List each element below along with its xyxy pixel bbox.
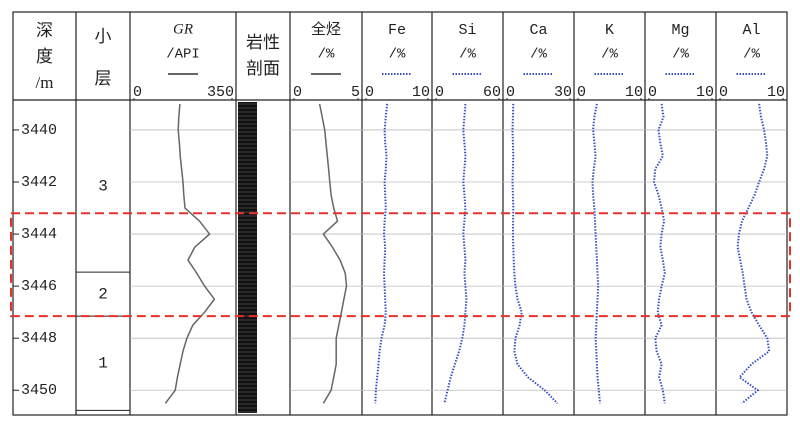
zone-label: 2 [98, 285, 108, 303]
curve-unit: /% [743, 47, 760, 63]
x-tick-label: 350 [207, 84, 234, 101]
y-tick-label: 3448 [21, 330, 57, 347]
header-label: 岩性 [246, 33, 280, 52]
x-tick-label: 10 [412, 84, 430, 101]
curve-name: Ca [529, 22, 547, 39]
log-curve [374, 103, 389, 404]
y-tick-label: 3442 [21, 174, 57, 191]
header-label: /m [36, 73, 54, 92]
y-tick-label: 3440 [21, 122, 57, 139]
header-label: 小 [95, 27, 112, 46]
x-tick-label: 0 [577, 84, 586, 101]
curve-unit: /% [672, 47, 689, 63]
y-tick-label: 3446 [21, 278, 57, 295]
header-label: 层 [95, 69, 112, 88]
header-label: 度 [36, 47, 53, 66]
x-tick-label: 0 [293, 84, 302, 101]
zone-label: 3 [98, 177, 108, 195]
x-tick-label: 60 [483, 84, 501, 101]
x-tick-label: 0 [365, 84, 374, 101]
x-tick-label: 0 [133, 84, 142, 101]
x-tick-label: 5 [351, 84, 360, 101]
x-tick-label: 0 [506, 84, 515, 101]
x-tick-label: 10 [625, 84, 643, 101]
log-curve [591, 103, 601, 404]
curve-unit: /% [459, 47, 476, 63]
curve-name: Si [458, 22, 476, 39]
curve-unit: /% [318, 47, 335, 63]
curve-name: GR [173, 21, 193, 37]
curve-name: 全烃 [311, 20, 341, 39]
curve-name: K [605, 22, 614, 39]
curve-name: Fe [388, 22, 406, 39]
x-tick-label: 0 [648, 84, 657, 101]
x-tick-label: 10 [767, 84, 785, 101]
header-label: 深 [36, 21, 53, 40]
log-curve [511, 103, 559, 404]
curve-name: Mg [671, 22, 689, 39]
x-tick-label: 30 [554, 84, 572, 101]
log-curve [443, 103, 468, 404]
log-curve [736, 103, 771, 405]
lithology-bar [238, 102, 257, 413]
log-curve [652, 103, 666, 404]
x-tick-label: 0 [719, 84, 728, 101]
log-curve [318, 103, 348, 404]
curve-unit: /% [601, 47, 618, 63]
log-curve [164, 103, 216, 404]
x-tick-label: 0 [435, 84, 444, 101]
curve-unit: /API [166, 47, 200, 63]
curve-unit: /% [530, 47, 547, 63]
header-label: 剖面 [246, 59, 280, 78]
zone-label: 1 [98, 354, 108, 372]
y-tick-label: 3444 [21, 226, 57, 243]
curve-unit: /% [389, 47, 406, 63]
curve-name: Al [742, 22, 760, 39]
y-tick-label: 3450 [21, 382, 57, 399]
x-tick-label: 10 [696, 84, 714, 101]
highlight-box [10, 212, 791, 318]
